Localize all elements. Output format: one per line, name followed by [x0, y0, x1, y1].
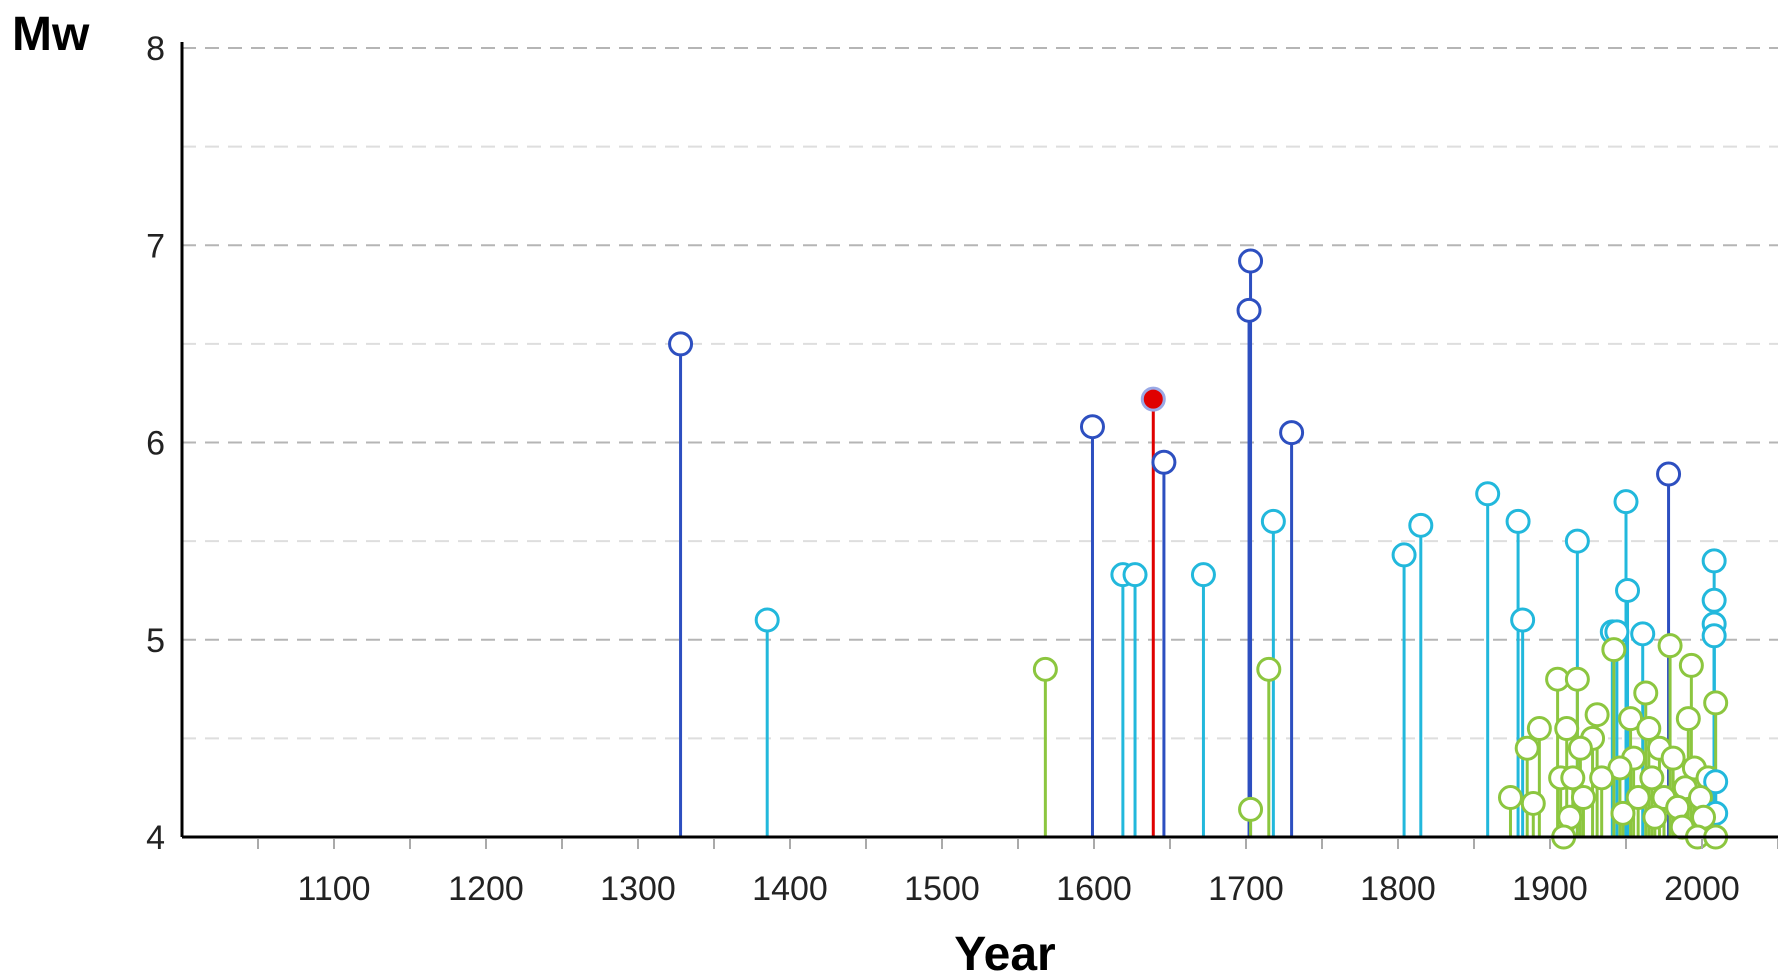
event-marker	[1554, 716, 1580, 742]
event-marker	[1701, 548, 1727, 574]
event-marker	[1560, 765, 1586, 791]
event-marker	[1238, 248, 1264, 274]
event-marker	[1526, 716, 1552, 742]
x-tick-label: 1300	[600, 870, 676, 908]
event-marker	[1514, 735, 1540, 761]
event-marker	[1032, 656, 1058, 682]
event-marker	[1701, 587, 1727, 613]
y-tick-label: 7	[146, 227, 165, 265]
event-marker	[1122, 562, 1148, 588]
event-marker	[1151, 449, 1177, 475]
event-marker	[1260, 508, 1286, 534]
event-marker	[1190, 562, 1216, 588]
event-marker	[668, 331, 694, 357]
event-marker	[1589, 765, 1615, 791]
event-marker	[1564, 528, 1590, 554]
event-marker	[1675, 706, 1701, 732]
event-marker	[1639, 765, 1665, 791]
event-marker	[1279, 420, 1305, 446]
event-marker	[1610, 800, 1636, 826]
x-tick-label: 1600	[1056, 870, 1132, 908]
event-marker	[1408, 512, 1434, 538]
event-marker	[1510, 607, 1536, 633]
data-markers	[668, 248, 1729, 850]
event-marker	[1475, 481, 1501, 507]
axes	[180, 42, 1778, 839]
event-marker	[1601, 637, 1627, 663]
tick-labels: 4 5 6 7 8 1100 1200 1300 1400 1500 1600 1700 1800 190…	[146, 30, 1778, 908]
event-marker	[1567, 735, 1593, 761]
y-tick-label: 6	[146, 425, 165, 463]
y-tick-label: 4	[146, 819, 165, 857]
event-marker	[1256, 656, 1282, 682]
x-tick-label: 2000	[1664, 870, 1740, 908]
event-marker	[1630, 621, 1656, 647]
event-marker	[1660, 745, 1686, 771]
event-marker	[1391, 542, 1417, 568]
event-marker	[1584, 702, 1610, 728]
x-tick-label: 1400	[752, 870, 828, 908]
event-marker	[1701, 623, 1727, 649]
event-marker	[1678, 652, 1704, 678]
event-marker	[1642, 804, 1668, 830]
x-axis-title: Year	[954, 928, 1055, 975]
x-tick-label: 1500	[904, 870, 980, 908]
y-tick-label: 5	[146, 622, 165, 660]
stem-lines	[679, 272, 1718, 848]
y-tick-label: 8	[146, 30, 165, 68]
event-marker	[1497, 785, 1523, 811]
event-marker	[1703, 769, 1729, 795]
event-marker	[1636, 716, 1662, 742]
event-marker	[1570, 785, 1596, 811]
event-marker	[1520, 790, 1546, 816]
event-marker	[1656, 461, 1682, 487]
event-marker	[1615, 577, 1641, 603]
x-tick-label: 1900	[1512, 870, 1588, 908]
event-marker	[1633, 680, 1659, 706]
x-tick-label: 1700	[1208, 870, 1284, 908]
event-marker	[1564, 666, 1590, 692]
event-marker	[1236, 297, 1262, 323]
x-tick-label: 1100	[297, 870, 370, 908]
event-marker	[754, 607, 780, 633]
x-tick-label: 1200	[448, 870, 524, 908]
x-tick-label: 1800	[1360, 870, 1436, 908]
event-marker	[1613, 489, 1639, 515]
event-marker	[1238, 796, 1264, 822]
highlighted-event-marker	[1140, 386, 1166, 412]
event-marker	[1505, 508, 1531, 534]
event-marker	[1657, 633, 1683, 659]
event-marker	[1625, 785, 1651, 811]
event-marker	[1079, 414, 1105, 440]
grid-lines	[182, 47, 1778, 740]
y-axis-title: Mw	[12, 8, 90, 61]
event-marker	[1703, 690, 1729, 716]
